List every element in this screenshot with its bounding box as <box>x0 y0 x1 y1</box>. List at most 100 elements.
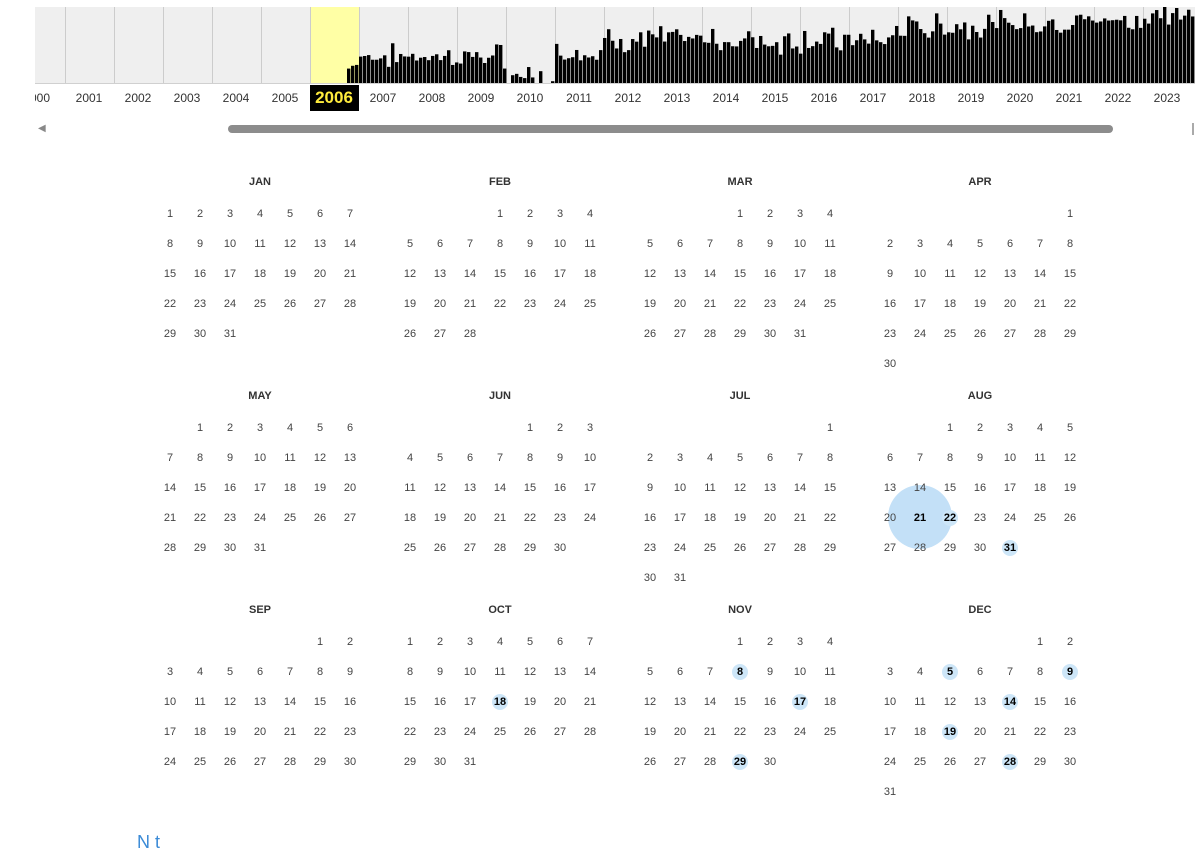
capture-bar <box>591 56 595 83</box>
day-dec-15: 15 <box>1033 696 1047 708</box>
year-2003[interactable]: 2003 <box>173 91 201 105</box>
capture-bar <box>431 55 435 83</box>
day-aug-31[interactable]: 31 <box>995 533 1025 563</box>
day-jun-29: 29 <box>523 542 537 554</box>
year-2014[interactable]: 2014 <box>712 91 740 105</box>
day-mar-8: 8 <box>736 238 744 250</box>
day-dec-6: 6 <box>976 666 984 678</box>
day-dec-19[interactable]: 19 <box>935 717 965 747</box>
day-feb-2: 2 <box>526 208 534 220</box>
capture-bar <box>367 55 371 83</box>
day-dec-30: 30 <box>1063 756 1077 768</box>
day-sep-13: 13 <box>253 696 267 708</box>
year-2002[interactable]: 2002 <box>124 91 152 105</box>
capture-bar <box>995 28 999 83</box>
capture-bar <box>627 50 631 83</box>
year-2019[interactable]: 2019 <box>957 91 985 105</box>
year-2004[interactable]: 2004 <box>222 91 250 105</box>
capture-bar <box>1171 13 1175 83</box>
year-2009[interactable]: 2009 <box>467 91 495 105</box>
day-jun-21: 21 <box>493 512 507 524</box>
day-jan-24: 24 <box>223 298 237 310</box>
timeline-baseline <box>35 83 1195 84</box>
year-2012[interactable]: 2012 <box>614 91 642 105</box>
year-2005[interactable]: 2005 <box>271 91 299 105</box>
capture-bar <box>1067 29 1071 83</box>
day-sep-3: 3 <box>166 666 174 678</box>
day-jun-6: 6 <box>466 452 474 464</box>
day-aug-22[interactable]: 22 <box>935 503 965 533</box>
year-2006[interactable]: 2006 <box>309 85 359 111</box>
year-2020[interactable]: 2020 <box>1006 91 1034 105</box>
year-2018[interactable]: 2018 <box>908 91 936 105</box>
year-2016[interactable]: 2016 <box>810 91 838 105</box>
capture-bar <box>807 47 811 83</box>
capture-bar <box>347 68 351 83</box>
year-2017[interactable]: 2017 <box>859 91 887 105</box>
year-2023[interactable]: 2023 <box>1153 91 1181 105</box>
day-jan-12: 12 <box>283 238 297 250</box>
day-dec-5[interactable]: 5 <box>935 657 965 687</box>
day-mar-12: 12 <box>643 268 657 280</box>
year-2010[interactable]: 2010 <box>516 91 544 105</box>
year-2022[interactable]: 2022 <box>1104 91 1132 105</box>
year-separator <box>309 7 311 83</box>
day-jul-14: 14 <box>793 482 807 494</box>
day-apr-2: 2 <box>886 238 894 250</box>
day-mar-10: 10 <box>793 238 807 250</box>
day-oct-2: 2 <box>436 636 444 648</box>
day-may-2: 2 <box>226 422 234 434</box>
day-may-28: 28 <box>163 542 177 554</box>
day-aug-6: 6 <box>886 452 894 464</box>
day-oct-13: 13 <box>553 666 567 678</box>
day-dec-11: 11 <box>914 696 926 708</box>
day-nov-17[interactable]: 17 <box>785 687 815 717</box>
capture-bar <box>379 58 383 83</box>
day-jan-19: 19 <box>283 268 297 280</box>
capture-bar <box>1183 15 1187 83</box>
year-2021[interactable]: 2021 <box>1055 91 1083 105</box>
day-mar-23: 23 <box>763 298 777 310</box>
day-mar-6: 6 <box>676 238 684 250</box>
day-feb-11: 11 <box>584 238 596 250</box>
year-000[interactable]: 000 <box>35 91 51 105</box>
day-sep-14: 14 <box>283 696 297 708</box>
capture-bar <box>1039 31 1043 83</box>
day-mar-31: 31 <box>793 328 807 340</box>
year-2007[interactable]: 2007 <box>369 91 397 105</box>
capture-bar <box>539 71 543 83</box>
day-nov-29[interactable]: 29 <box>725 747 755 777</box>
day-feb-15: 15 <box>493 268 507 280</box>
day-dec-1: 1 <box>1036 636 1044 648</box>
timeline-scrollbar[interactable]: ◀ <box>35 121 1195 137</box>
year-2001[interactable]: 2001 <box>75 91 103 105</box>
day-jul-22: 22 <box>823 512 837 524</box>
year-2008[interactable]: 2008 <box>418 91 446 105</box>
day-dec-28[interactable]: 28 <box>995 747 1025 777</box>
day-may-9: 9 <box>226 452 234 464</box>
day-nov-8[interactable]: 8 <box>725 657 755 687</box>
capture-bar <box>355 64 359 83</box>
year-2011[interactable]: 2011 <box>566 91 592 105</box>
year-2013[interactable]: 2013 <box>663 91 691 105</box>
day-oct-18[interactable]: 18 <box>485 687 515 717</box>
day-sep-10: 10 <box>163 696 177 708</box>
note-link[interactable]: N t <box>137 832 161 852</box>
day-oct-21: 21 <box>583 696 597 708</box>
day-mar-13: 13 <box>673 268 687 280</box>
day-jan-26: 26 <box>283 298 297 310</box>
day-nov-7: 7 <box>706 666 714 678</box>
day-dec-9[interactable]: 9 <box>1055 657 1085 687</box>
scrollbar-thumb[interactable] <box>228 125 1113 133</box>
day-dec-25: 25 <box>913 756 927 768</box>
day-feb-6: 6 <box>436 238 444 250</box>
day-dec-14[interactable]: 14 <box>995 687 1025 717</box>
scroll-left-arrow-icon[interactable]: ◀ <box>38 123 46 134</box>
year-2015[interactable]: 2015 <box>761 91 789 105</box>
capture-bar <box>615 48 619 83</box>
day-may-30: 30 <box>223 542 237 554</box>
day-oct-31: 31 <box>463 756 477 768</box>
year-timeline[interactable]: 000 2001 2002 2003 2004 2005 2006 2007 2008 2009 2… <box>35 7 1195 111</box>
day-aug-21[interactable]: 21 <box>913 512 927 524</box>
scroll-right-arrow-icon[interactable] <box>1192 123 1194 135</box>
